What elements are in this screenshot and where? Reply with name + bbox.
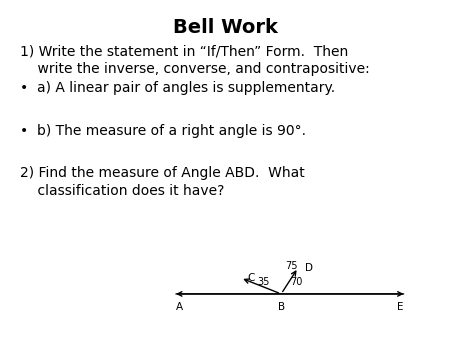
Text: •  a) A linear pair of angles is supplementary.: • a) A linear pair of angles is suppleme… bbox=[20, 81, 335, 95]
Text: write the inverse, converse, and contrapositive:: write the inverse, converse, and contrap… bbox=[20, 62, 369, 76]
Text: classification does it have?: classification does it have? bbox=[20, 184, 224, 198]
Text: 1) Write the statement in “If/Then” Form.  Then: 1) Write the statement in “If/Then” Form… bbox=[20, 44, 348, 58]
Text: B: B bbox=[278, 302, 285, 312]
Text: C: C bbox=[247, 273, 254, 283]
Text: 70: 70 bbox=[290, 277, 302, 287]
Text: 35: 35 bbox=[258, 277, 270, 287]
Text: A: A bbox=[176, 302, 183, 312]
Text: D: D bbox=[305, 263, 313, 272]
Text: •  b) The measure of a right angle is 90°.: • b) The measure of a right angle is 90°… bbox=[20, 124, 306, 138]
Text: E: E bbox=[397, 302, 403, 312]
Text: 75: 75 bbox=[285, 261, 298, 270]
Text: 2) Find the measure of Angle ABD.  What: 2) Find the measure of Angle ABD. What bbox=[20, 166, 305, 180]
Text: Bell Work: Bell Work bbox=[172, 18, 278, 37]
